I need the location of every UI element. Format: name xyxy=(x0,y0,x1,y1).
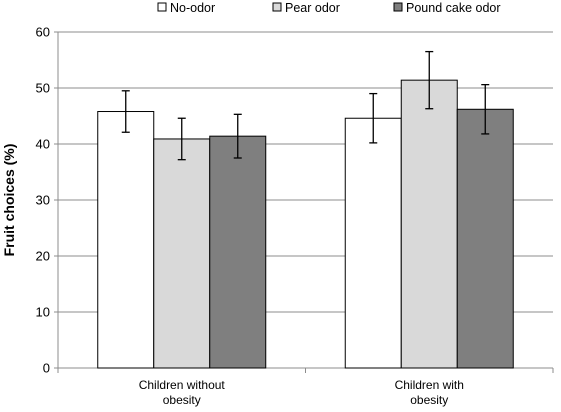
y-tick-label: 20 xyxy=(36,249,50,264)
legend-swatch xyxy=(393,2,403,12)
y-tick-label: 10 xyxy=(36,305,50,320)
legend-swatch xyxy=(157,2,167,12)
y-tick-label: 30 xyxy=(36,193,50,208)
x-category-label: Children with obesity xyxy=(395,378,464,407)
y-tick-label: 50 xyxy=(36,81,50,96)
legend-label: Pound cake odor xyxy=(406,1,501,15)
y-tick-labels: 0 10 20 30 40 50 60 xyxy=(36,25,50,376)
y-axis-label: Fruit choices (%) xyxy=(1,144,17,257)
y-tick-label: 60 xyxy=(36,25,50,40)
bar xyxy=(400,79,458,369)
x-category-label: Children without obesity xyxy=(139,378,226,407)
legend-label: Pear odor xyxy=(285,1,340,15)
legend-label: No-odor xyxy=(170,1,215,15)
bars xyxy=(97,79,514,369)
legend: No-odor Pear odor Pound cake odor xyxy=(157,1,501,15)
bar xyxy=(456,108,514,369)
bar xyxy=(344,117,402,369)
bar xyxy=(97,111,155,369)
y-tick-label: 40 xyxy=(36,137,50,152)
error-bars xyxy=(121,50,490,161)
legend-swatch xyxy=(272,2,282,12)
bar xyxy=(153,138,211,369)
x-category-labels: Children without obesity Children with obes… xyxy=(139,378,464,407)
y-tick-label: 0 xyxy=(43,361,50,376)
bar xyxy=(209,135,267,369)
